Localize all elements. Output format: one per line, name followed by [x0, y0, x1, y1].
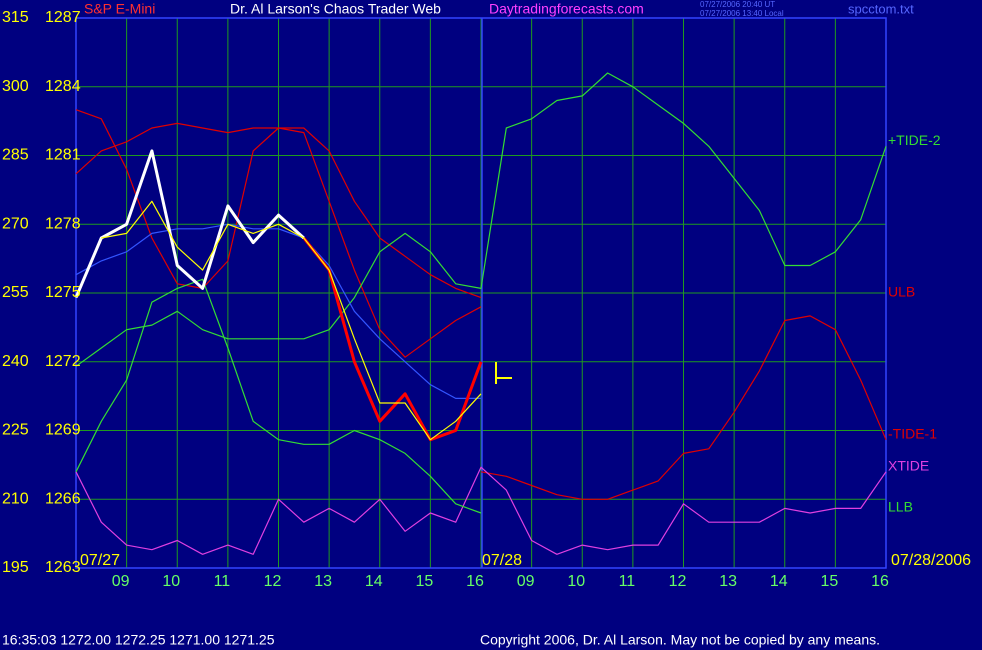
series-line	[101, 200, 482, 441]
date-label: 07/28	[482, 552, 522, 569]
series-group	[74, 72, 887, 555]
y2-tick-label: 1281	[45, 147, 81, 164]
y-tick-label: 300	[2, 78, 29, 95]
series-line	[480, 315, 887, 500]
x-tick-label: 09	[517, 573, 535, 590]
y2-tick-label: 1275	[45, 284, 81, 301]
y2-tick-label: 1272	[45, 353, 81, 370]
cursor-marker	[495, 362, 512, 384]
y-tick-label: 210	[2, 490, 29, 507]
series-label: +TIDE-2	[888, 132, 941, 148]
x-tick-label: 15	[415, 573, 433, 590]
plot-frame	[75, 17, 887, 569]
y2-tick-label: 1263	[45, 559, 81, 576]
x-tick-label: 13	[719, 573, 737, 590]
labels: 195 210 225 240 255 270 285 300 315 1263 1266 1269 1…	[2, 9, 941, 590]
y2-tick-label: 1266	[45, 490, 81, 507]
quote: 16:35:03 1272.00 1272.25 1271.00 1271.25	[2, 632, 275, 648]
y-tick-label: 225	[2, 422, 29, 439]
date-label: 07/27	[80, 552, 120, 569]
x-tick-label: 13	[314, 573, 332, 590]
y2-tick-label: 1269	[45, 422, 81, 439]
y-tick-label: 255	[2, 284, 29, 301]
y-tick-label: 285	[2, 147, 29, 164]
website: Daytradingforecasts.com	[489, 1, 644, 17]
y-tick-label: 315	[2, 9, 29, 26]
series-line	[75, 278, 482, 514]
series-line	[75, 72, 887, 367]
timestamp: 07/27/2006 13:40 Local	[700, 9, 784, 18]
x-tick-label: 09	[112, 573, 130, 590]
x-tick-label: 12	[669, 573, 687, 590]
y-tick-label: 270	[2, 215, 29, 232]
series-label: ULB	[888, 283, 915, 299]
x-tick-label: 14	[365, 573, 383, 590]
series-line	[302, 237, 483, 442]
y2-tick-label: 1278	[45, 215, 81, 232]
series-line	[75, 122, 482, 299]
y2-tick-label: 1284	[45, 78, 81, 95]
y-tick-label: 240	[2, 353, 29, 370]
timestamp: 07/27/2006 20:40 UT	[700, 0, 775, 9]
x-tick-label: 10	[162, 573, 180, 590]
x-tick-label: 12	[264, 573, 282, 590]
series-label: -TIDE-1	[888, 425, 937, 441]
y-tick-label: 195	[2, 559, 29, 576]
x-tick-label: 10	[567, 573, 585, 590]
series-line	[75, 466, 887, 555]
x-tick-label: 14	[770, 573, 788, 590]
file-name: spcctom.txt	[848, 1, 914, 16]
y2-tick-label: 1287	[45, 9, 81, 26]
series-label: LLB	[888, 499, 913, 515]
x-tick-label: 11	[619, 573, 636, 590]
instrument: S&P E-Mini	[84, 1, 155, 17]
series-line	[75, 223, 481, 399]
x-tick-label: 15	[820, 573, 838, 590]
x-tick-label: 11	[214, 573, 231, 590]
date-label: 07/28/2006	[891, 552, 971, 569]
series-label: XTIDE	[888, 457, 929, 473]
title: Dr. Al Larson's Chaos Trader Web	[230, 1, 441, 17]
x-tick-label: 16	[871, 573, 889, 590]
copyright: Copyright 2006, Dr. Al Larson. May not b…	[480, 632, 880, 648]
x-tick-label: 16	[466, 573, 484, 590]
